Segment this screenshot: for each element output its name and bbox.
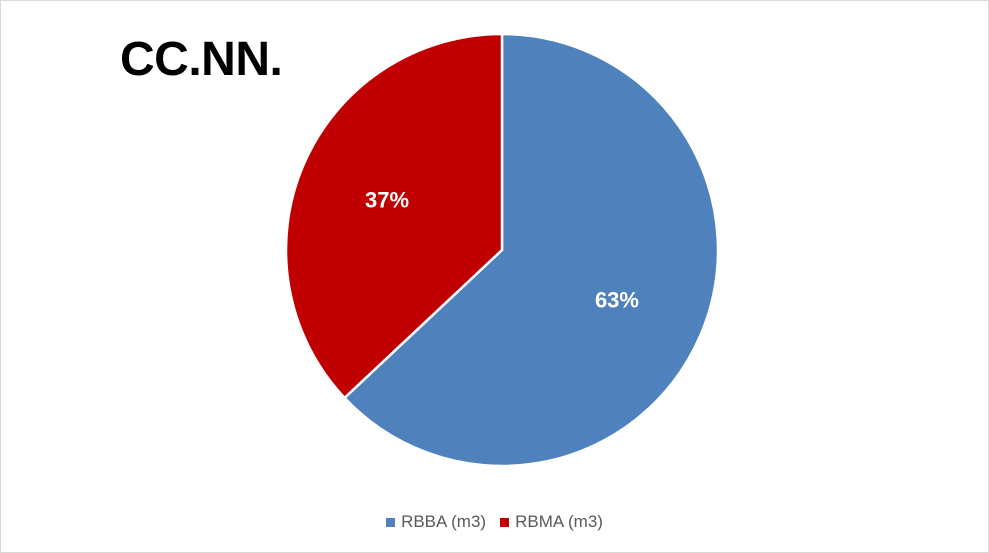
legend-swatch-rbba xyxy=(386,517,396,527)
legend-entry-rbba: RBBA (m3) xyxy=(386,512,486,532)
pie-slice-rbba xyxy=(343,32,720,468)
pie-slices xyxy=(284,32,720,468)
data-label-rbba: 63% xyxy=(595,287,639,312)
data-label-rbma: 37% xyxy=(365,188,409,213)
legend-swatch-rbma xyxy=(500,517,510,527)
chart-title: CC.NN. xyxy=(120,33,283,86)
legend-label-rbma: RBMA (m3) xyxy=(515,512,603,531)
legend: RBBA (m3) RBMA (m3) xyxy=(0,512,989,532)
pie-slice-rbma xyxy=(284,32,504,400)
pie-labels: 63% 37% xyxy=(365,188,639,313)
legend-label-rbba: RBBA (m3) xyxy=(401,512,487,531)
legend-entry-rbma: RBMA (m3) xyxy=(500,512,603,532)
